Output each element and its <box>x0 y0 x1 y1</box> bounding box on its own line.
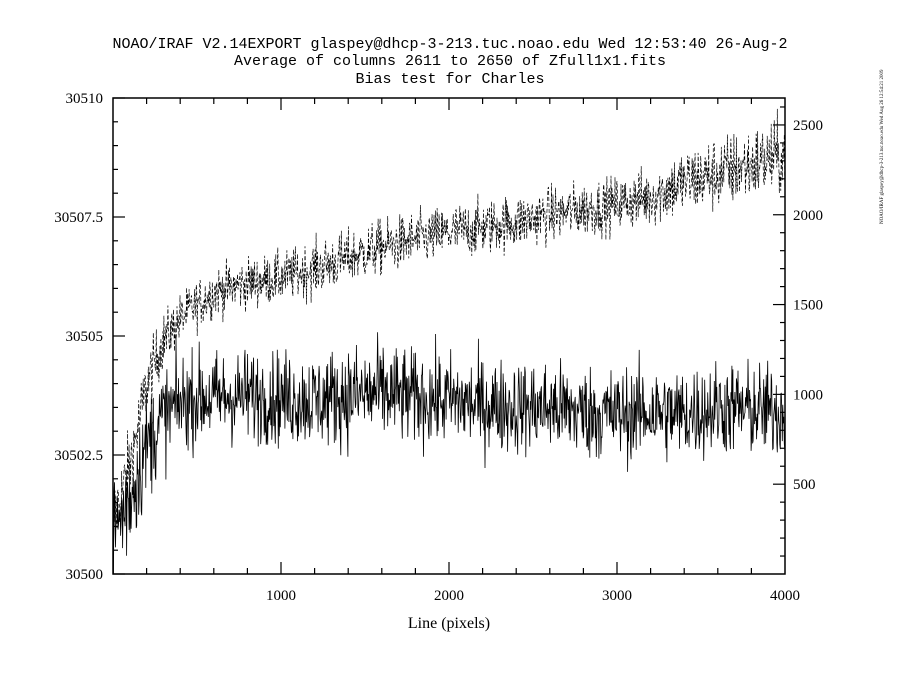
y-tick-label: 30505 <box>66 329 104 345</box>
series-right-dashed <box>112 108 786 528</box>
y-tick-label: 30500 <box>66 567 104 583</box>
x-axis-label: Line (pixels) <box>408 615 490 632</box>
y2-tick-label: 500 <box>793 477 816 493</box>
x-axis-ticks: 1000 2000 3000 4000 <box>146 98 800 604</box>
x-tick-label: 4000 <box>770 588 800 604</box>
series-left-line <box>112 332 786 575</box>
y-axis-left-ticks: 30500 30502.5 30505 30507.5 30510 <box>54 91 125 583</box>
y-tick-label: 30502.5 <box>54 448 103 464</box>
chart-subtitle: Bias test for Charles <box>355 71 545 88</box>
y-tick-label: 30510 <box>66 91 104 107</box>
x-tick-label: 2000 <box>434 588 464 604</box>
y2-tick-label: 1000 <box>793 387 823 403</box>
x-tick-label: 1000 <box>266 588 296 604</box>
chart-header-line: NOAO/IRAF V2.14EXPORT glaspey@dhcp-3-213… <box>112 36 788 53</box>
series-left-solid <box>112 332 786 575</box>
y2-tick-label: 2000 <box>793 208 823 224</box>
chart-title: Average of columns 2611 to 2650 of Zfull… <box>233 53 667 70</box>
y2-tick-label: 1500 <box>793 298 823 314</box>
y-axis-right-ticks: 500 1000 1500 2000 2500 <box>773 106 823 557</box>
y2-tick-label: 2500 <box>793 118 823 134</box>
series-right-line <box>112 108 786 528</box>
x-tick-label: 3000 <box>602 588 632 604</box>
y-tick-label: 30507.5 <box>54 210 103 226</box>
